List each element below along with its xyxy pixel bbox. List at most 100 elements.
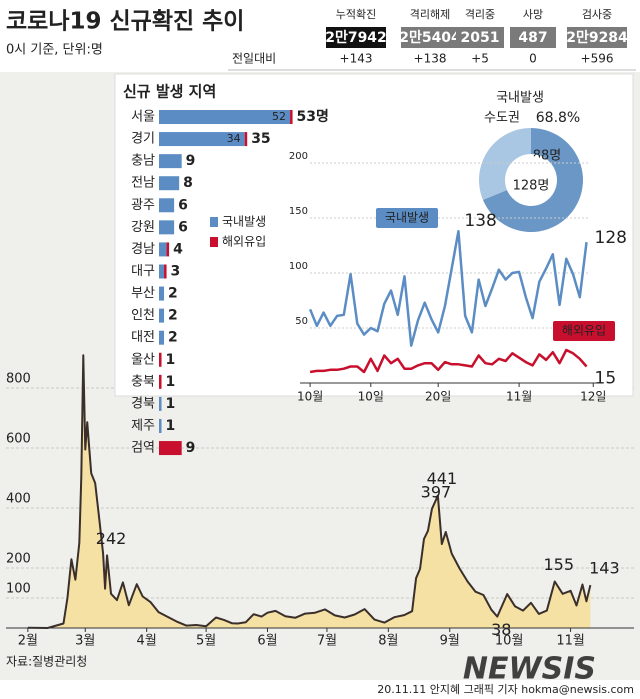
series-value-label: 15 <box>595 369 617 389</box>
legend-label: 해외유입 <box>222 235 266 249</box>
stat-header: 격리해제 <box>410 7 450 21</box>
line <box>27 354 592 629</box>
bar-segment <box>159 308 165 323</box>
pie-slice <box>479 128 531 200</box>
change-label: 전일대비 <box>232 52 276 66</box>
category-label: 대전 <box>131 330 155 345</box>
y-tick-label: 100 <box>6 582 31 597</box>
y-tick-label: 400 <box>6 492 31 507</box>
category-label: 울산 <box>131 352 155 367</box>
stat-change: +143 <box>340 52 373 66</box>
bar-total-label: 9 <box>186 153 196 169</box>
bar-segment <box>159 441 182 456</box>
category-label: 광주 <box>131 198 155 213</box>
stat-header: 검사중 <box>582 8 612 21</box>
stat-total: 2만9284 <box>566 30 628 46</box>
bar-total-label: 1 <box>166 396 176 412</box>
x-tick-label: 2월 <box>18 634 38 649</box>
value-label: 397 <box>421 482 452 501</box>
bar-inner-label: 34 <box>227 132 241 145</box>
y-tick-label: 150 <box>289 206 308 217</box>
bar-total-label: 6 <box>178 219 188 235</box>
series-value-label: 128 <box>595 228 627 248</box>
value-label: 242 <box>96 529 127 548</box>
bar-segment <box>244 132 248 147</box>
pie-category: 수도권 <box>484 111 520 126</box>
bar-segment <box>290 110 293 124</box>
y-tick-label: 50 <box>295 316 308 327</box>
series-tag <box>376 208 438 228</box>
x-tick-label: 11월 <box>506 390 532 404</box>
bar-segment <box>159 330 165 345</box>
x-tick-label: 4월 <box>137 634 157 649</box>
x-tick-label: 12일 <box>580 390 606 404</box>
stat-change: 0 <box>529 52 537 66</box>
category-label: 경남 <box>131 242 155 257</box>
stat-box <box>326 27 386 48</box>
category-label: 검역 <box>131 441 155 456</box>
bar-inner-label: 52 <box>272 110 286 123</box>
pie-center <box>507 156 555 204</box>
bar-segment <box>159 374 162 389</box>
bar-segment <box>159 198 175 213</box>
value-label: 441 <box>427 469 458 488</box>
x-tick-label: 9월 <box>440 634 460 649</box>
bar-segment <box>159 418 162 433</box>
bar-total-label: 1 <box>166 418 176 434</box>
pie-title: 국내발생 <box>496 91 544 106</box>
x-tick-label: 5월 <box>196 634 216 649</box>
x-tick-label: 6월 <box>257 634 277 649</box>
stat-total: 2만7942 <box>325 30 387 46</box>
x-tick-label: 8월 <box>378 634 398 649</box>
series-line <box>309 348 588 374</box>
category-label: 충북 <box>131 374 155 389</box>
bar-segment <box>159 242 167 257</box>
panel-title: 신규 발생 지역 <box>123 83 216 101</box>
bar-total-label: 6 <box>178 197 188 213</box>
bar-total-label: 2 <box>168 286 178 302</box>
series-line <box>308 229 588 347</box>
title: 코로나19 신규확진 추이 <box>6 9 244 35</box>
x-tick-label: 10월 <box>297 390 323 404</box>
stat-header: 사망 <box>523 8 543 21</box>
category-label: 전남 <box>131 176 155 191</box>
bar-segment <box>159 220 175 235</box>
bar-segment <box>159 110 291 124</box>
bar-total-label: 53명 <box>297 108 329 125</box>
value-label: 155 <box>543 555 574 574</box>
stat-change: +5 <box>471 52 489 66</box>
y-tick-label: 200 <box>289 151 308 162</box>
series-tag <box>553 321 615 341</box>
pie-slice <box>482 128 584 232</box>
subtitle: 0시 기준, 단위:명 <box>6 43 103 58</box>
bar-segment <box>159 132 245 147</box>
value-label: 143 <box>589 559 620 578</box>
x-tick-label: 3월 <box>75 634 95 649</box>
x-tick-label: 10일 <box>358 390 384 404</box>
legend-label: 국내발생 <box>222 215 266 229</box>
pie-center-label: 128명 <box>513 179 550 194</box>
x-tick-label: 7월 <box>317 634 337 649</box>
source: 자료:질병관리청 <box>6 655 87 669</box>
category-label: 충남 <box>131 154 155 169</box>
stat-box <box>456 27 504 48</box>
category-label: 제주 <box>131 418 155 433</box>
y-tick-label: 600 <box>6 432 31 447</box>
bar-total-label: 4 <box>173 241 183 257</box>
bar-total-label: 3 <box>171 263 181 279</box>
footer-bar <box>0 680 640 699</box>
x-tick-label: 10월 <box>495 634 524 649</box>
credit: 20.11.11 안지혜 그래픽 기자 hokma@newsis.com <box>377 683 634 696</box>
bar-segment <box>159 352 162 367</box>
bar-total-label: 1 <box>166 374 176 390</box>
inset-panel <box>114 73 634 397</box>
stat-header: 누적확진 <box>336 8 376 21</box>
bar-total-label: 8 <box>183 175 193 191</box>
category-label: 강원 <box>131 220 155 235</box>
bar-segment <box>159 286 165 301</box>
x-tick-label: 20일 <box>425 390 451 404</box>
category-label: 인천 <box>131 308 155 323</box>
x-tick-label: 11월 <box>556 634 585 649</box>
stat-change: +596 <box>581 52 614 66</box>
